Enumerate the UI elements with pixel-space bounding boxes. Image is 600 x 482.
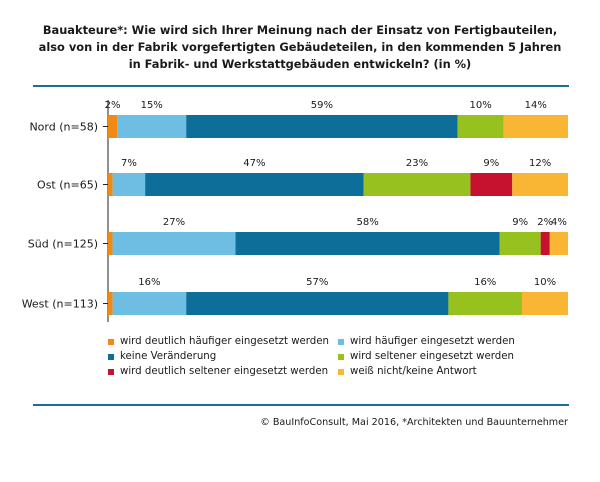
bar-segment-4-4 — [448, 292, 522, 315]
bar-segment-2-6 — [512, 173, 568, 196]
bar-segment-4-6 — [522, 292, 568, 315]
bar-segment-4-3 — [186, 292, 449, 315]
chart-title: Bauakteure*: Wie wird sich Ihrer Meinung… — [0, 22, 600, 73]
data-label-1-4: 10% — [469, 100, 491, 111]
legend-swatch-2 — [338, 338, 344, 345]
bar-segment-4-1 — [108, 292, 113, 315]
bar-segment-2-5 — [470, 173, 513, 196]
bar-segment-1-2 — [117, 115, 187, 138]
stacked-bar-chart: Nord (n=58) 2% 15% 59% 10% 14% Ost (n=65) 7% 47%… — [22, 100, 568, 322]
legend-label-2: wird häufiger eingesetzt werden — [350, 336, 515, 347]
legend-label-4: wird seltener eingesetzt werden — [350, 351, 514, 362]
bar-segment-1-6 — [503, 115, 568, 138]
title-line-1: Bauakteure*: Wie wird sich Ihrer Meinung… — [42, 23, 558, 37]
bar-segment-1-1 — [108, 115, 118, 138]
legend-item-3: keine Veränderung — [108, 351, 216, 362]
data-label-3-2: 27% — [163, 217, 185, 228]
legend-label-1: wird deutlich häufiger eingesetzt werden — [120, 336, 329, 347]
title-line-3: in Fabrik- und Werkstattgebäuden entwick… — [128, 57, 472, 71]
data-label-2-2: 7% — [121, 158, 137, 169]
legend-item-5: wird deutlich seltener eingesetzt werden — [108, 366, 328, 377]
data-label-3-4: 9% — [512, 217, 528, 228]
bar-segment-3-2 — [112, 232, 236, 255]
legend-item-4: wird seltener eingesetzt werden — [338, 351, 514, 362]
bar-segment-3-1 — [108, 232, 113, 255]
legend-swatch-6 — [338, 368, 344, 375]
data-label-3-6: 4% — [551, 217, 567, 228]
data-label-4-4: 16% — [474, 277, 496, 288]
data-label-2-6: 12% — [529, 158, 551, 169]
legend-item-6: weiß nicht/keine Antwort — [338, 366, 477, 377]
bar-segment-2-4 — [363, 173, 471, 196]
data-label-3-5: 2% — [537, 217, 553, 228]
data-label-2-5: 9% — [483, 158, 499, 169]
legend-swatch-4 — [338, 353, 344, 360]
data-label-1-2: 15% — [141, 100, 163, 111]
legend-label-6: weiß nicht/keine Antwort — [350, 366, 477, 377]
category-label-1: Nord (n=58) — [29, 121, 98, 134]
category-label-2: Ost (n=65) — [37, 179, 98, 192]
bar-segment-3-5 — [540, 232, 550, 255]
legend-swatch-5 — [108, 368, 114, 375]
top-divider — [33, 85, 569, 87]
data-label-4-2: 16% — [138, 277, 160, 288]
legend-swatch-1 — [108, 338, 114, 345]
legend-label-5: wird deutlich seltener eingesetzt werden — [120, 366, 329, 377]
data-label-4-6: 10% — [534, 277, 556, 288]
data-label-1-3: 59% — [311, 100, 333, 111]
category-label-3: Süd (n=125) — [28, 238, 98, 251]
source-footer: © BauInfoConsult, Mai 2016, *Architekten… — [260, 417, 568, 428]
data-label-3-3: 58% — [356, 217, 378, 228]
category-label-4: West (n=113) — [22, 298, 98, 311]
legend-label-3: keine Veränderung — [120, 351, 217, 362]
data-label-1-1: 2% — [105, 100, 121, 111]
legend-item-1: wird deutlich häufiger eingesetzt werden — [108, 336, 329, 347]
data-label-2-4: 23% — [406, 158, 428, 169]
bottom-divider — [33, 404, 569, 406]
bar-segment-3-3 — [235, 232, 500, 255]
title-line-2: also von in der Fabrik vorgefertigten Ge… — [38, 40, 562, 54]
legend-item-2: wird häufiger eingesetzt werden — [338, 336, 515, 347]
bar-segment-2-3 — [145, 173, 364, 196]
bar-segment-1-4 — [457, 115, 504, 138]
data-label-4-3: 57% — [306, 277, 328, 288]
data-label-1-6: 14% — [525, 100, 547, 111]
legend-swatch-3 — [108, 353, 114, 360]
bar-segment-3-4 — [499, 232, 541, 255]
bar-segment-1-3 — [186, 115, 458, 138]
bar-segment-3-6 — [549, 232, 568, 255]
bar-segment-2-1 — [108, 173, 113, 196]
bar-segment-4-2 — [112, 292, 187, 315]
data-label-2-3: 47% — [243, 158, 265, 169]
bar-segment-2-2 — [112, 173, 146, 196]
